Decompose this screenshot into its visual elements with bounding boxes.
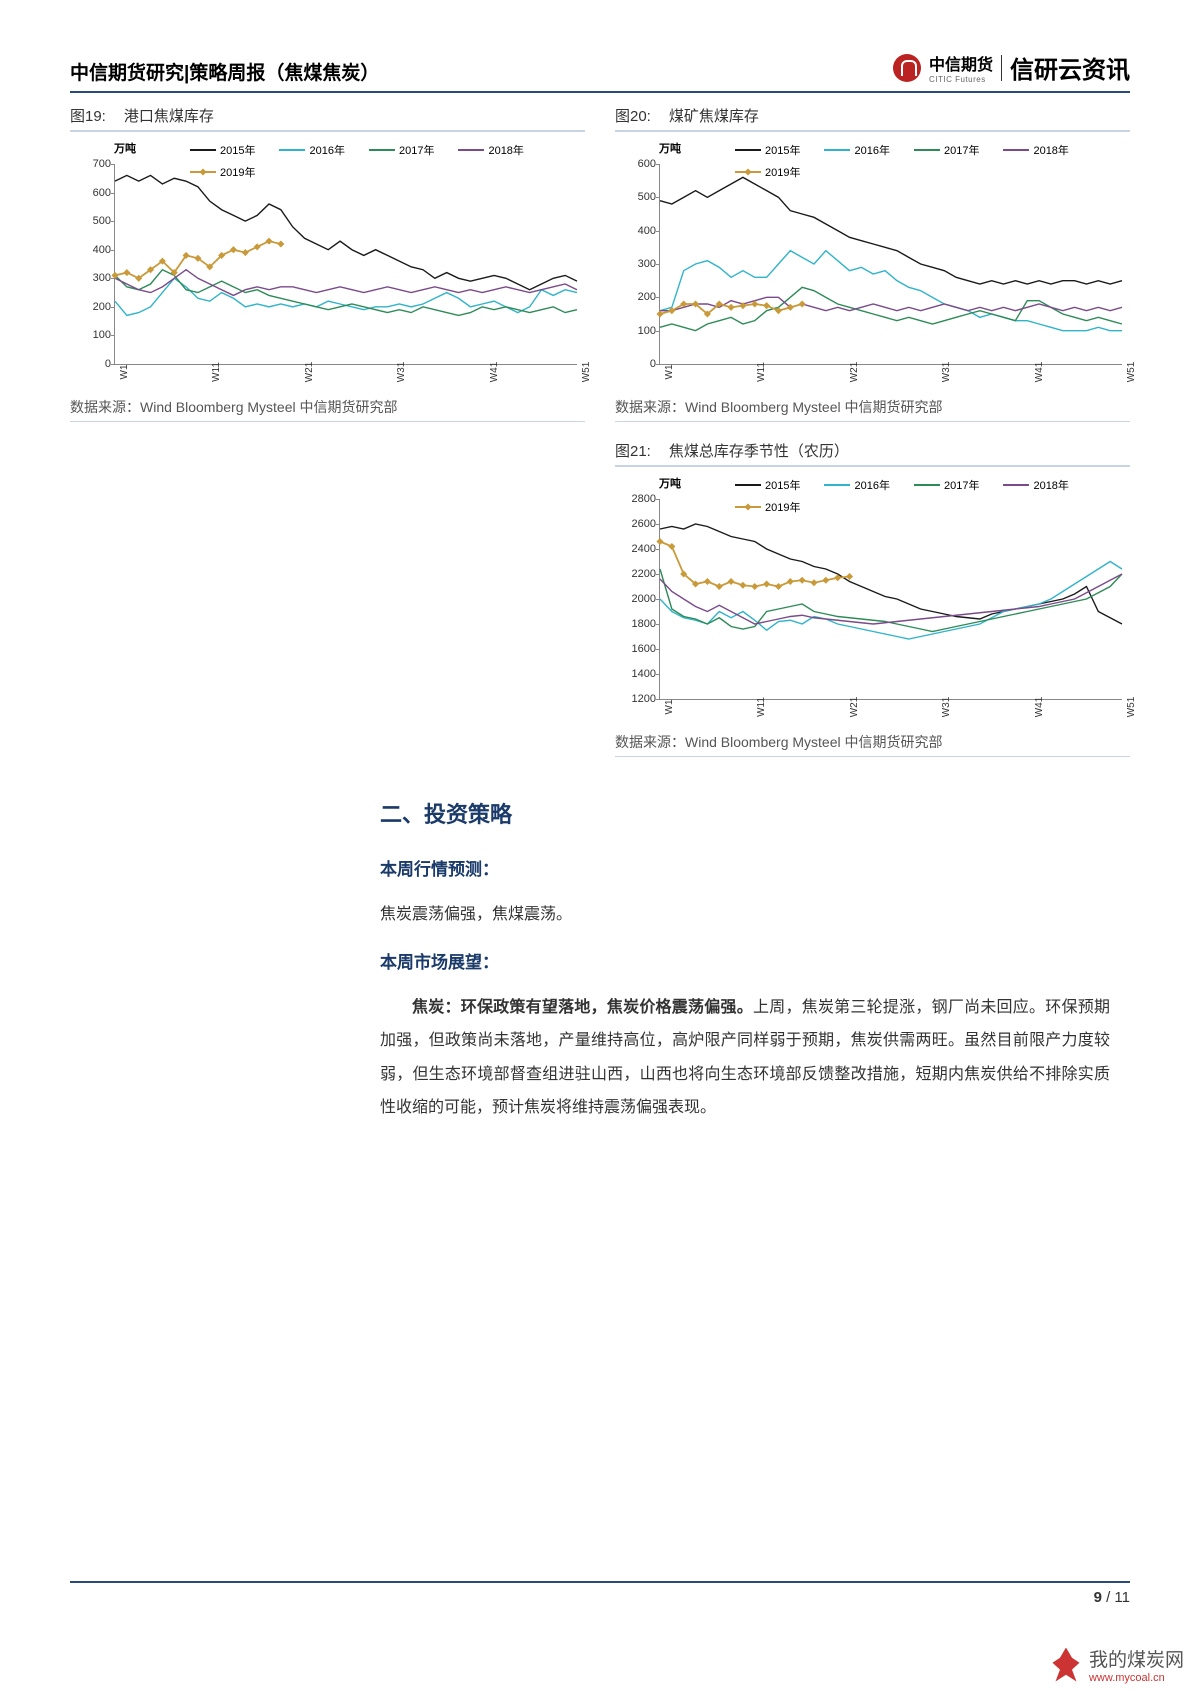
outlook-rest: 上周，焦炭第三轮提涨，钢厂尚未回应。环保预期加强，但政策尚未落地，产量维持高位，… (380, 999, 1110, 1117)
source-label: 数据来源： (70, 399, 140, 415)
chart19-title: 港口焦煤库存 (124, 108, 214, 125)
chart21-title: 焦煤总库存季节性（农历） (669, 443, 849, 460)
page-footer: 9 / 11 (70, 1581, 1130, 1606)
chart-19: 图19:港口焦煤库存 万吨 2015年2016年2017年2018年2019年 … (70, 105, 585, 422)
logo-cn: 中信期货 (929, 51, 993, 75)
chart-21: 图21:焦煤总库存季节性（农历） 万吨 2015年2016年2017年2018年… (615, 440, 1130, 757)
chart21-plot: 120014001600180020002200240026002800W1W1… (659, 499, 1122, 700)
header-brand: 中信期货 CITIC Futures 信研云资讯 (893, 50, 1130, 85)
chart-20: 图20:煤矿焦煤库存 万吨 2015年2016年2017年2018年2019年 … (615, 105, 1130, 422)
page-total: 11 (1114, 1589, 1130, 1606)
brand-name: 信研云资讯 (1010, 50, 1130, 85)
chart20-label: 图20: (615, 108, 651, 125)
page-sep: / (1102, 1589, 1115, 1606)
source-text: Wind Bloomberg Mysteel 中信期货研究部 (140, 399, 398, 415)
chart21-label: 图21: (615, 443, 651, 460)
subheading-outlook: 本周市场展望： (380, 948, 1110, 973)
page-header: 中信期货研究|策略周报（焦煤焦炭） 中信期货 CITIC Futures 信研云… (70, 50, 1130, 93)
chart19-plot: 0100200300400500600700W1W11W21W31W41W51 (114, 164, 577, 365)
citic-logo-icon (893, 54, 921, 82)
chart21-ylabel: 万吨 (659, 475, 681, 491)
outlook-para: 焦炭：环保政策有望落地，焦炭价格震荡偏强。上周，焦炭第三轮提涨，钢厂尚未回应。环… (380, 991, 1110, 1125)
logo-en: CITIC Futures (929, 75, 993, 84)
flame-icon (1051, 1648, 1081, 1682)
chart19-ylabel: 万吨 (114, 140, 136, 156)
header-title: 中信期货研究|策略周报（焦煤焦炭） (70, 58, 379, 85)
chart20-title: 煤矿焦煤库存 (669, 108, 759, 125)
body-text: 二、投资策略 本周行情预测： 焦炭震荡偏强，焦煤震荡。 本周市场展望： 焦炭：环… (380, 797, 1110, 1125)
outlook-bold: 焦炭：环保政策有望落地，焦炭价格震荡偏强。 (412, 999, 753, 1016)
subheading-forecast: 本周行情预测： (380, 855, 1110, 880)
chart20-ylabel: 万吨 (659, 140, 681, 156)
chart20-plot: 0100200300400500600W1W11W21W31W41W51 (659, 164, 1122, 365)
watermark-en: www.mycoal.cn (1089, 1672, 1184, 1684)
section-heading: 二、投资策略 (380, 797, 1110, 829)
page-current: 9 (1094, 1589, 1102, 1606)
divider (1001, 55, 1002, 81)
watermark-cn: 我的煤炭网 (1089, 1645, 1184, 1672)
watermark: 我的煤炭网 www.mycoal.cn (1051, 1645, 1184, 1684)
forecast-para: 焦炭震荡偏强，焦煤震荡。 (380, 898, 1110, 932)
chart19-label: 图19: (70, 108, 106, 125)
